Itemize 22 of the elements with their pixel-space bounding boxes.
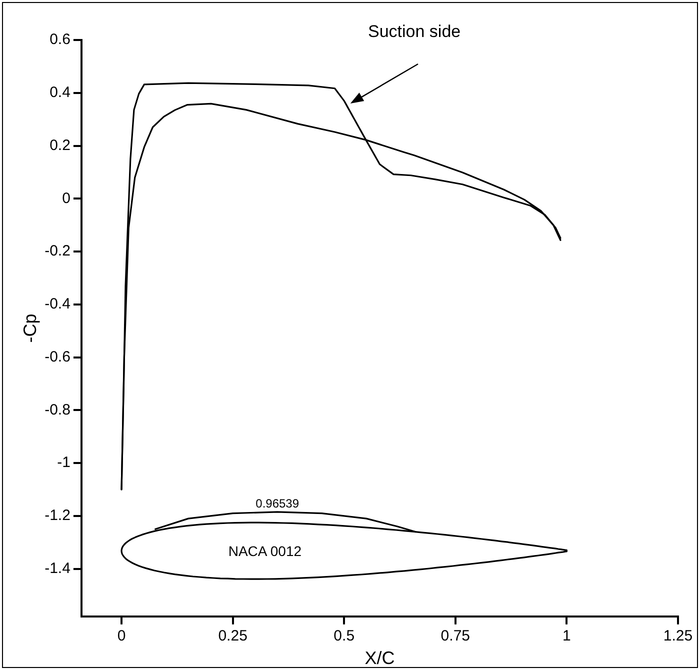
y-tick-label: -1.4 <box>44 560 70 577</box>
y-tick-label: -0.2 <box>44 242 70 260</box>
x-tick-label: 0.75 <box>440 628 470 645</box>
x-axis-title: X/C <box>364 648 395 668</box>
annotation: NACA 0012 <box>228 542 302 559</box>
y-tick-label: -1 <box>57 454 70 472</box>
y-tick-label: 0.4 <box>50 84 70 102</box>
x-tick-label: 1.25 <box>663 628 693 645</box>
y-tick-label: 0 <box>62 190 70 207</box>
x-tick-label: 0.5 <box>334 628 355 645</box>
y-tick-label: 0.6 <box>50 31 70 48</box>
y-tick-label: -0.6 <box>44 348 70 366</box>
y-tick-label: -0.4 <box>44 296 70 313</box>
y-tick-label: -0.8 <box>44 401 70 418</box>
x-tick-label: 0.25 <box>218 628 248 645</box>
annotation: Suction side <box>368 22 461 42</box>
series-label: 0.96539 <box>256 496 300 510</box>
x-tick-label: 0 <box>117 628 126 645</box>
y-tick-label: 0.2 <box>50 136 70 154</box>
y-tick-label: -1.2 <box>44 507 70 524</box>
x-tick-label: 1 <box>562 628 571 645</box>
y-axis-title: -Cp <box>20 314 40 343</box>
